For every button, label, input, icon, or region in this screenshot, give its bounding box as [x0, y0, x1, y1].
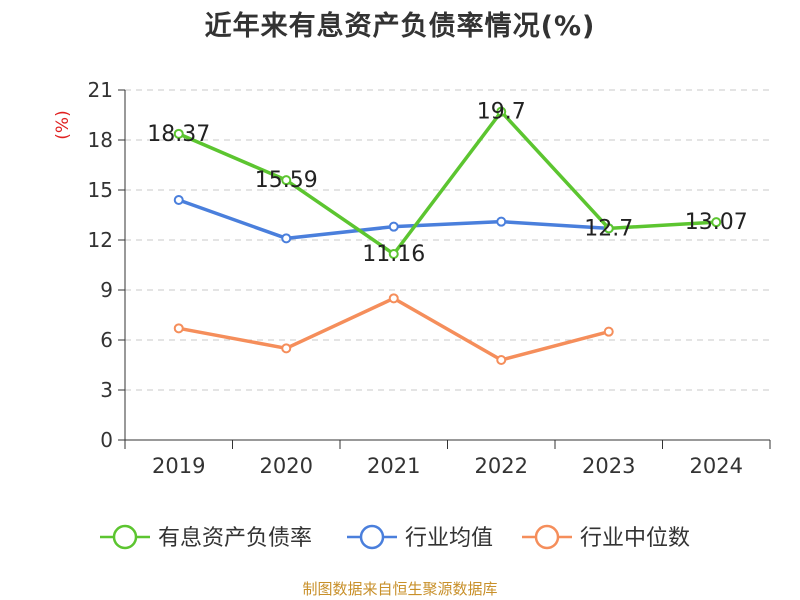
y-tick-label: 18: [88, 128, 113, 152]
data-label: 11.16: [362, 242, 425, 267]
y-tick-label: 12: [88, 228, 113, 252]
y-tick-label: 15: [88, 178, 113, 202]
legend: 有息资产负债率 行业均值 行业中位数: [100, 524, 690, 551]
series-lines: [173, 106, 722, 365]
y-tick-label: 9: [100, 278, 113, 302]
data-label: 12.7: [584, 216, 633, 241]
x-tick-label: 2021: [367, 454, 420, 478]
data-label: 18.37: [147, 122, 210, 147]
data-point: [281, 175, 292, 186]
data-point: [603, 223, 614, 234]
y-tick-label: 0: [100, 428, 113, 452]
data-point: [496, 106, 507, 117]
chart-title: 近年来有息资产负债率情况(%): [204, 11, 596, 42]
data-label: 19.7: [477, 100, 526, 125]
x-tick-label: 2023: [582, 454, 635, 478]
data-point: [281, 343, 292, 354]
data-label: 13.07: [685, 210, 748, 235]
series-line: [177, 296, 611, 362]
axes: 0 3 6 9 12 15 18 21 (%) 2019 2020 2021 2022 2023 2024: [53, 78, 771, 478]
series-line: [177, 198, 611, 241]
data-label: 15.59: [255, 168, 318, 193]
x-tick-label: 2020: [260, 454, 313, 478]
data-point: [388, 249, 399, 259]
data-point: [711, 217, 722, 228]
grid-lines: [125, 89, 770, 391]
data-point: [173, 195, 184, 205]
data-point: [603, 326, 614, 337]
data-point: [496, 355, 507, 365]
legend-marker: [534, 524, 560, 550]
x-tick-label: 2022: [475, 454, 528, 478]
y-axis-label: (%): [53, 110, 73, 139]
data-labels: 18.37 15.59 11.16 19.7 12.7 13.07: [147, 100, 747, 267]
y-tick-label: 21: [88, 78, 113, 102]
legend-marker: [112, 524, 138, 550]
data-point: [173, 128, 184, 139]
data-point: [281, 233, 292, 244]
x-tick-label: 2019: [152, 454, 205, 478]
source-note: 制图数据来自恒生聚源数据库: [302, 580, 498, 598]
data-point: [173, 323, 184, 334]
legend-label: 有息资产负债率: [158, 526, 312, 551]
data-point: [388, 293, 399, 304]
data-point: [496, 216, 507, 227]
data-point: [388, 221, 399, 232]
legend-label: 行业均值: [405, 526, 493, 551]
legend-label: 行业中位数: [580, 526, 690, 551]
series-line: [177, 109, 718, 256]
y-tick-label: 3: [100, 378, 113, 402]
y-tick-label: 6: [100, 328, 113, 352]
x-tick-label: 2024: [690, 454, 743, 478]
legend-marker: [359, 524, 385, 550]
